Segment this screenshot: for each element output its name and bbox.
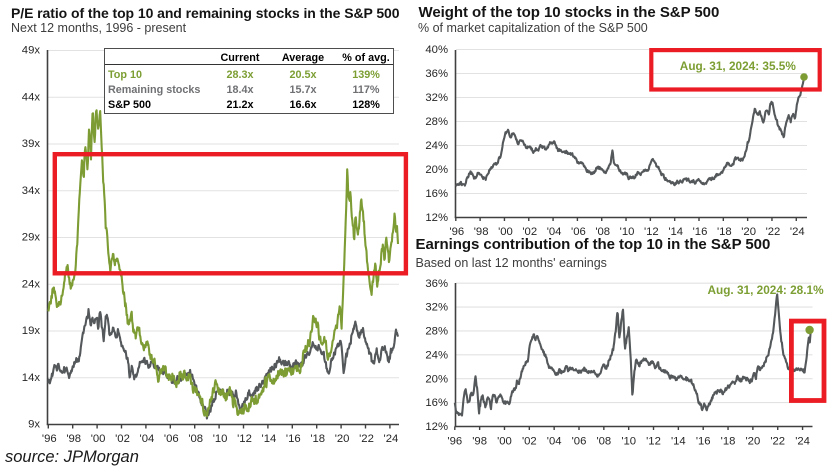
- svg-text:'22: '22: [770, 436, 785, 448]
- svg-text:'96: '96: [42, 433, 57, 445]
- svg-text:'98: '98: [472, 436, 487, 448]
- svg-text:'16: '16: [696, 436, 711, 448]
- svg-text:'18: '18: [310, 433, 325, 445]
- svg-text:32%: 32%: [425, 92, 448, 104]
- svg-text:28%: 28%: [425, 116, 448, 128]
- svg-text:'14: '14: [671, 436, 686, 448]
- svg-text:'20: '20: [746, 436, 761, 448]
- svg-text:'14: '14: [262, 433, 277, 445]
- svg-text:'96: '96: [447, 436, 462, 448]
- svg-text:'10: '10: [621, 436, 636, 448]
- svg-text:'00: '00: [91, 433, 106, 445]
- svg-text:24%: 24%: [425, 140, 448, 152]
- svg-text:'08: '08: [596, 436, 611, 448]
- svg-text:'08: '08: [188, 433, 203, 445]
- svg-text:'02: '02: [522, 226, 537, 238]
- svg-text:40%: 40%: [425, 44, 448, 56]
- svg-text:49x: 49x: [22, 45, 41, 57]
- svg-text:'08: '08: [595, 226, 610, 238]
- svg-text:'16: '16: [693, 226, 708, 238]
- svg-text:'06: '06: [571, 226, 586, 238]
- svg-text:'22: '22: [766, 226, 781, 238]
- svg-text:12%: 12%: [425, 421, 448, 433]
- svg-text:24%: 24%: [425, 349, 448, 361]
- svg-text:'20: '20: [741, 226, 756, 238]
- svg-text:44x: 44x: [22, 91, 41, 103]
- svg-text:32%: 32%: [425, 302, 448, 314]
- svg-text:'04: '04: [547, 226, 562, 238]
- svg-text:16%: 16%: [425, 188, 448, 200]
- svg-text:12%: 12%: [425, 212, 448, 224]
- svg-text:9x: 9x: [28, 419, 40, 431]
- svg-text:'00: '00: [497, 436, 512, 448]
- svg-text:'02: '02: [522, 436, 537, 448]
- svg-text:28%: 28%: [425, 326, 448, 338]
- svg-text:'24: '24: [790, 226, 805, 238]
- svg-text:'06: '06: [572, 436, 587, 448]
- svg-text:'18: '18: [717, 226, 732, 238]
- svg-text:16%: 16%: [425, 397, 448, 409]
- svg-text:20%: 20%: [425, 164, 448, 176]
- svg-text:36%: 36%: [425, 278, 448, 290]
- svg-text:'14: '14: [668, 226, 683, 238]
- svg-text:'12: '12: [237, 433, 252, 445]
- svg-text:'98: '98: [66, 433, 81, 445]
- svg-text:'98: '98: [474, 226, 489, 238]
- svg-text:36%: 36%: [425, 68, 448, 80]
- svg-text:20%: 20%: [425, 373, 448, 385]
- svg-text:'22: '22: [359, 433, 374, 445]
- svg-text:'12: '12: [646, 436, 661, 448]
- svg-text:'96: '96: [449, 226, 464, 238]
- svg-text:'10: '10: [213, 433, 228, 445]
- svg-text:'20: '20: [335, 433, 350, 445]
- svg-text:19x: 19x: [22, 325, 41, 337]
- svg-text:29x: 29x: [22, 232, 41, 244]
- svg-text:'00: '00: [498, 226, 513, 238]
- svg-text:'04: '04: [547, 436, 562, 448]
- svg-text:'12: '12: [644, 226, 659, 238]
- svg-text:'04: '04: [140, 433, 155, 445]
- svg-text:14x: 14x: [22, 372, 41, 384]
- svg-text:24x: 24x: [22, 278, 41, 290]
- svg-text:'02: '02: [115, 433, 130, 445]
- svg-text:'16: '16: [286, 433, 301, 445]
- svg-text:'10: '10: [620, 226, 635, 238]
- svg-text:'24: '24: [795, 436, 810, 448]
- svg-text:'24: '24: [384, 433, 399, 445]
- svg-text:'06: '06: [164, 433, 179, 445]
- svg-text:34x: 34x: [22, 185, 41, 197]
- svg-text:'18: '18: [721, 436, 736, 448]
- svg-text:39x: 39x: [22, 138, 41, 150]
